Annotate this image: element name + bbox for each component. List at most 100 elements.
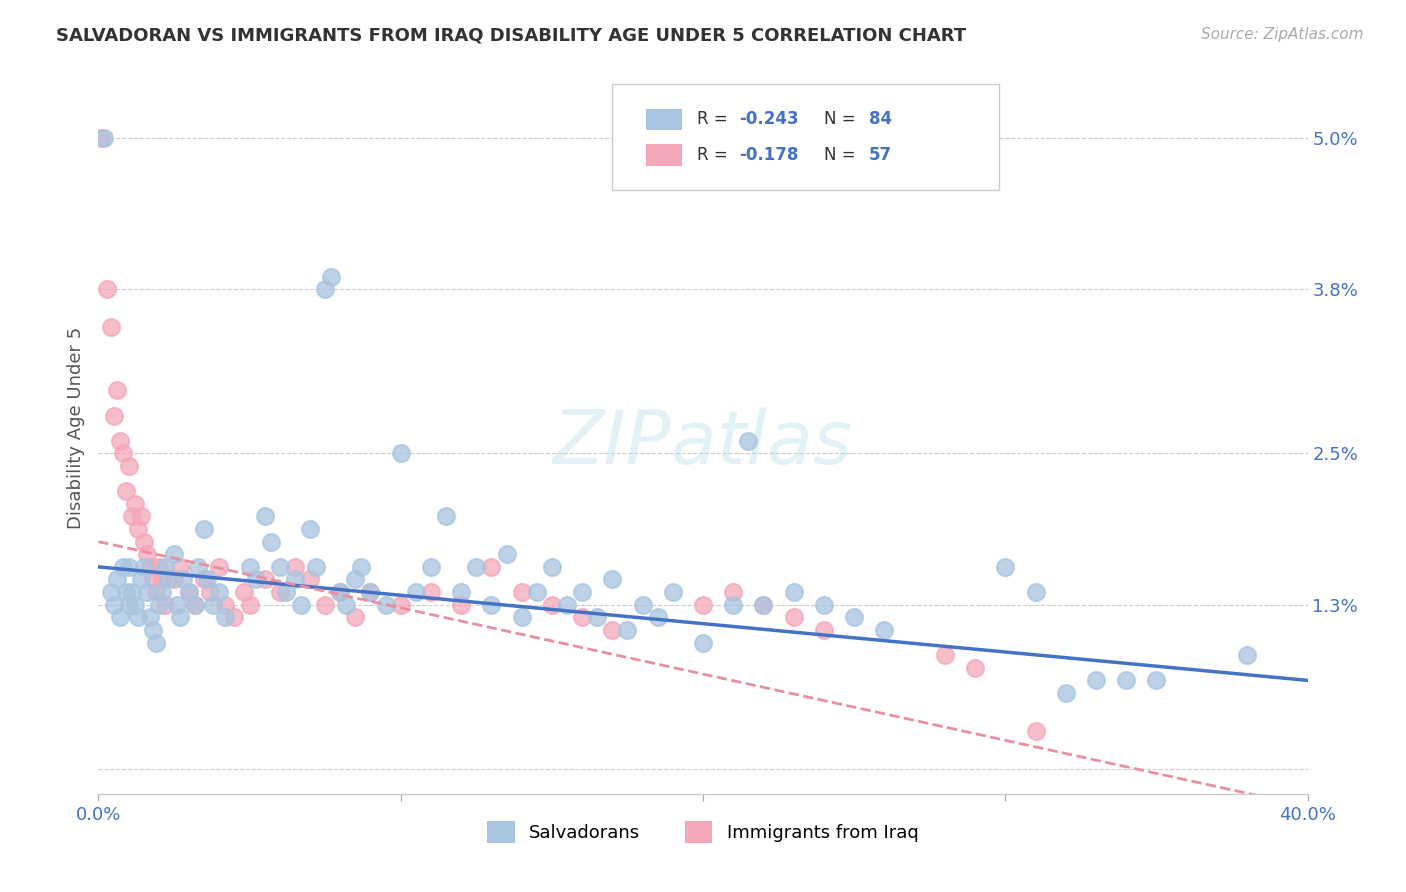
Point [540, 598, 562, 612]
Point [934, 648, 956, 662]
Point [193, 573, 215, 587]
Point [184, 598, 207, 612]
Point [153, 598, 176, 612]
Point [96, 282, 118, 296]
Point [434, 509, 457, 524]
Point [214, 610, 236, 624]
Point [105, 573, 128, 587]
Point [1054, 686, 1077, 700]
Point [299, 573, 322, 587]
Point [329, 585, 352, 599]
Point [169, 610, 191, 624]
Point [1144, 673, 1167, 688]
Point [150, 585, 173, 599]
Text: ZIPatlas: ZIPatlas [553, 407, 853, 479]
Legend: Salvadorans, Immigrants from Iraq: Salvadorans, Immigrants from Iraq [481, 814, 925, 851]
Text: -0.243: -0.243 [740, 111, 799, 128]
Text: 84: 84 [869, 111, 891, 128]
Text: R =: R = [697, 111, 733, 128]
Point [100, 320, 122, 334]
Point [465, 560, 488, 574]
Point [616, 623, 638, 637]
Point [783, 610, 806, 624]
Point [1024, 723, 1046, 738]
Point [127, 522, 149, 536]
Point [723, 585, 745, 599]
FancyBboxPatch shape [647, 109, 682, 130]
Point [200, 585, 222, 599]
Text: R =: R = [697, 146, 733, 164]
Point [661, 585, 683, 599]
Point [118, 598, 141, 612]
Point [269, 585, 291, 599]
Point [299, 522, 322, 536]
Point [692, 635, 714, 649]
Point [602, 623, 624, 637]
Point [305, 560, 328, 574]
Point [269, 560, 291, 574]
Point [314, 282, 336, 296]
Point [114, 484, 136, 499]
Text: Source: ZipAtlas.com: Source: ZipAtlas.com [1201, 27, 1364, 42]
Point [214, 598, 236, 612]
Point [360, 585, 382, 599]
Point [253, 573, 276, 587]
Point [495, 547, 517, 561]
Text: N =: N = [824, 111, 860, 128]
Point [208, 585, 231, 599]
Point [813, 623, 835, 637]
Point [156, 573, 179, 587]
Point [103, 598, 125, 612]
Point [124, 598, 146, 612]
Point [124, 497, 146, 511]
Point [184, 598, 207, 612]
Point [335, 598, 357, 612]
Point [114, 585, 136, 599]
Point [239, 560, 262, 574]
Point [329, 585, 352, 599]
Point [145, 635, 167, 649]
Point [260, 534, 283, 549]
Point [631, 598, 654, 612]
Point [111, 560, 134, 574]
Point [193, 522, 215, 536]
Point [586, 610, 609, 624]
Point [148, 560, 170, 574]
Point [142, 623, 165, 637]
Point [202, 598, 225, 612]
Point [111, 446, 134, 460]
Point [118, 560, 141, 574]
Point [389, 598, 412, 612]
Point [813, 598, 835, 612]
Point [118, 458, 141, 473]
Point [723, 598, 745, 612]
Point [103, 409, 125, 423]
Point [420, 560, 443, 574]
Point [737, 434, 759, 448]
Point [232, 585, 254, 599]
Point [93, 131, 115, 145]
Point [389, 446, 412, 460]
Point [321, 269, 343, 284]
Point [139, 560, 162, 574]
FancyBboxPatch shape [613, 85, 1000, 191]
Point [647, 610, 669, 624]
Point [873, 623, 896, 637]
Point [108, 610, 131, 624]
Point [450, 598, 472, 612]
Text: SALVADORAN VS IMMIGRANTS FROM IRAQ DISABILITY AGE UNDER 5 CORRELATION CHART: SALVADORAN VS IMMIGRANTS FROM IRAQ DISAB… [56, 27, 966, 45]
Point [135, 585, 157, 599]
Point [555, 598, 578, 612]
Text: -0.178: -0.178 [740, 146, 799, 164]
Point [783, 585, 806, 599]
Point [148, 598, 170, 612]
Point [142, 573, 165, 587]
Point [172, 573, 194, 587]
Point [481, 598, 503, 612]
Point [540, 560, 562, 574]
Point [274, 585, 297, 599]
Point [290, 598, 312, 612]
Point [450, 585, 472, 599]
Point [239, 598, 262, 612]
Point [350, 560, 373, 574]
